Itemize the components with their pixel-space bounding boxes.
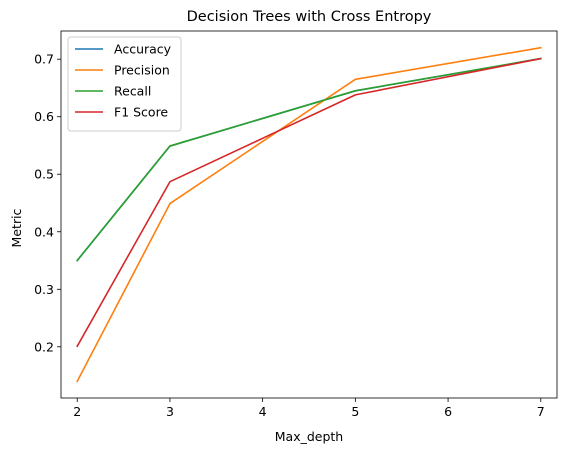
y-tick-label: 0.3	[34, 282, 54, 297]
legend-label: Precision	[114, 63, 170, 78]
legend-label: Recall	[114, 84, 151, 99]
y-axis: 0.2 0.3 0.4 0.5 0.6 0.7	[34, 52, 61, 354]
y-axis-label: Metric	[9, 208, 24, 247]
x-axis-label: Max_depth	[275, 429, 343, 444]
y-tick-label: 0.5	[34, 167, 54, 182]
y-tick-label: 0.2	[34, 339, 54, 354]
series-lines	[76, 46, 542, 383]
x-tick-label: 5	[351, 404, 359, 419]
y-tick-label: 0.7	[34, 52, 54, 67]
plot-area-frame	[60, 30, 558, 399]
y-tick-label: 0.4	[34, 224, 54, 239]
x-tick-label: 6	[444, 404, 452, 419]
x-tick-label: 4	[259, 404, 267, 419]
legend-label: F1 Score	[114, 105, 168, 120]
legend: Accuracy Precision Recall F1 Score	[67, 36, 182, 132]
x-tick-label: 7	[537, 404, 545, 419]
series-line-precision	[76, 46, 542, 383]
x-axis: 2 3 4 5 6 7	[73, 398, 545, 419]
series-line-recall	[76, 57, 542, 262]
legend-label: Accuracy	[114, 42, 172, 57]
series-line-f1-score	[76, 57, 542, 348]
chart-title: Decision Trees with Cross Entropy	[187, 9, 432, 25]
x-tick-label: 2	[73, 404, 81, 419]
x-tick-label: 3	[166, 404, 174, 419]
y-tick-label: 0.6	[34, 109, 54, 124]
legend-box	[67, 36, 182, 132]
